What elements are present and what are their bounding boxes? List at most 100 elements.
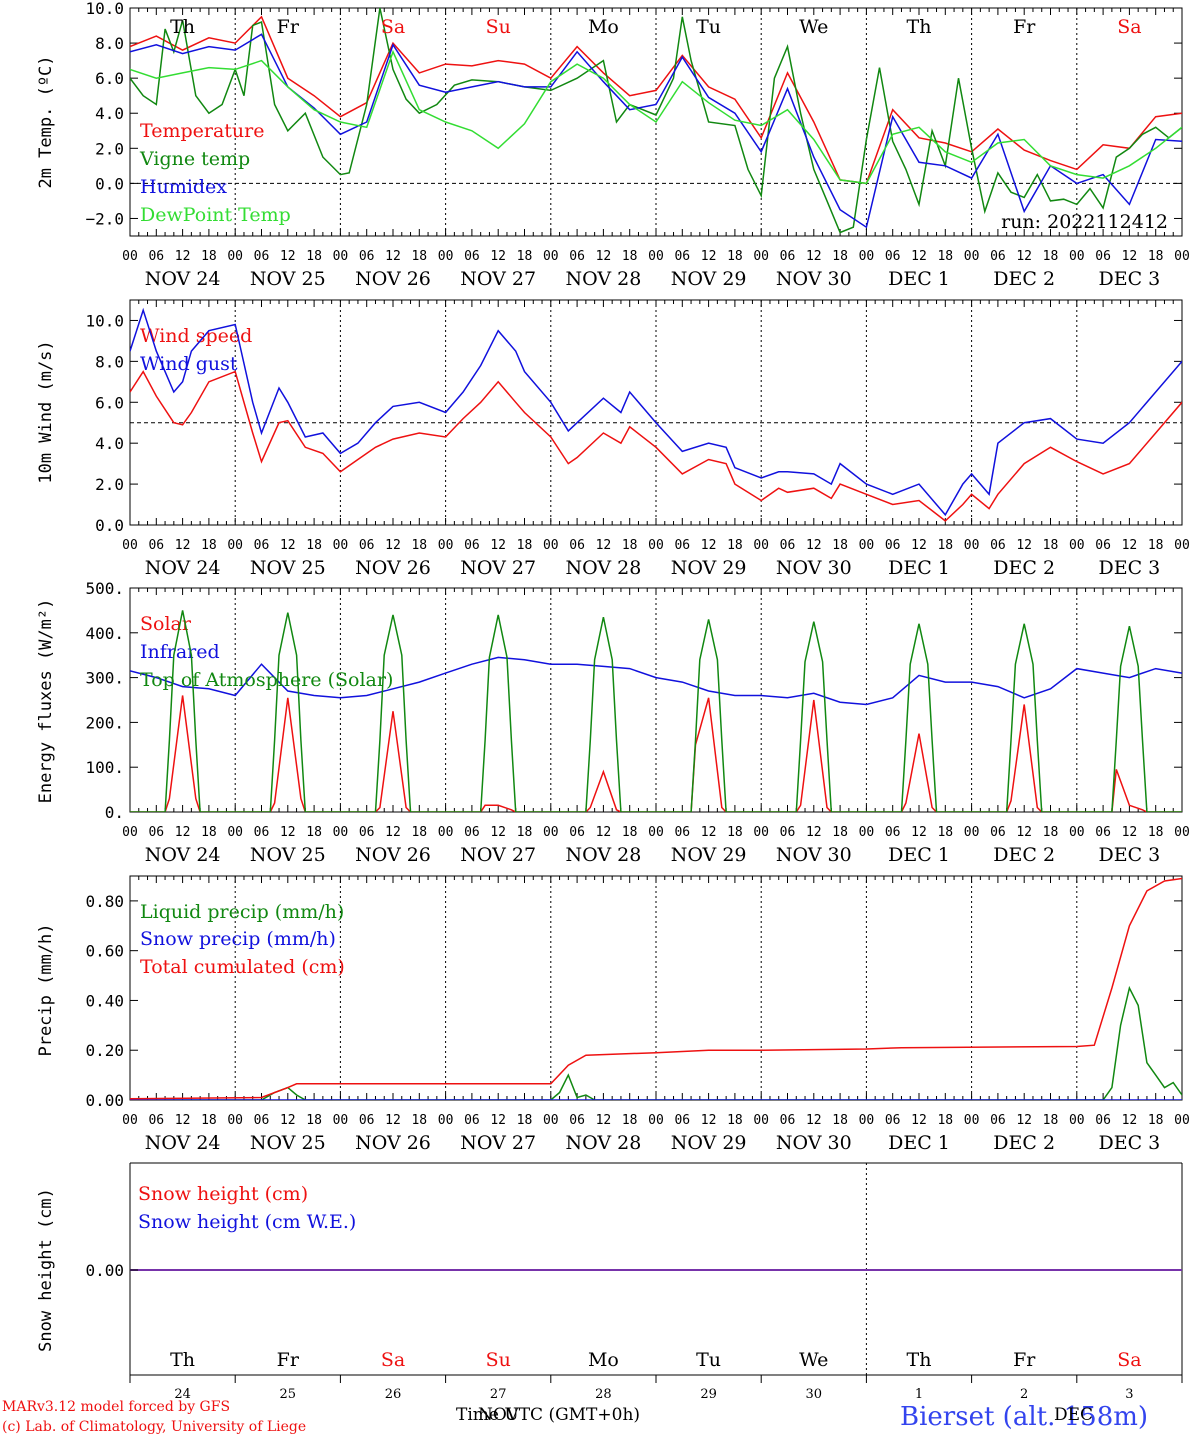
y-tick-label: 0.0 xyxy=(95,516,124,535)
date-label: NOV 28 xyxy=(565,268,641,290)
hour-label: 12 xyxy=(911,825,927,840)
hour-label: 06 xyxy=(148,1113,164,1128)
hour-label: 12 xyxy=(385,538,401,553)
hour-label: 12 xyxy=(806,538,822,553)
day-name-label: Fr xyxy=(1013,16,1036,38)
hour-label: 12 xyxy=(490,825,506,840)
date-label: NOV 27 xyxy=(460,844,536,866)
hour-label: 00 xyxy=(227,249,243,264)
hour-label: 06 xyxy=(254,1113,270,1128)
hour-label: 12 xyxy=(1122,249,1138,264)
legend-entry: Snow precip (mm/h) xyxy=(140,928,336,950)
y-axis-label: 2m Temp. (ºC) xyxy=(36,55,56,188)
hour-label: 06 xyxy=(990,825,1006,840)
legend-entry: Wind gust xyxy=(140,353,238,375)
date-label: DEC 2 xyxy=(993,557,1055,579)
date-label: NOV 29 xyxy=(671,268,747,290)
hour-label: 18 xyxy=(727,1113,743,1128)
hour-label: 12 xyxy=(1016,825,1032,840)
date-label: DEC 1 xyxy=(888,844,950,866)
hour-label: 18 xyxy=(517,538,533,553)
y-axis-label: Energy fluxes (W/m²) xyxy=(36,599,56,804)
hour-label: 06 xyxy=(1095,1113,1111,1128)
hour-label: 18 xyxy=(832,825,848,840)
hour-label: 18 xyxy=(1043,249,1059,264)
hour-label: 06 xyxy=(674,1113,690,1128)
hour-label: 12 xyxy=(280,825,296,840)
y-tick-label: 4.0 xyxy=(95,434,124,453)
hour-label: 00 xyxy=(543,538,559,553)
hour-label: 00 xyxy=(859,538,875,553)
hour-label: 00 xyxy=(122,825,138,840)
y-tick-label: 10.0 xyxy=(85,0,124,18)
hour-label: 06 xyxy=(359,1113,375,1128)
day-number-label: 26 xyxy=(385,1387,402,1402)
hour-label: 06 xyxy=(359,249,375,264)
copyright-credit: (c) Lab. of Climatology, University of L… xyxy=(2,1419,307,1435)
hour-label: 00 xyxy=(859,249,875,264)
day-name-label: We xyxy=(799,16,828,38)
hour-label: 00 xyxy=(753,249,769,264)
hour-label: 12 xyxy=(385,1113,401,1128)
date-label: DEC 1 xyxy=(888,1132,950,1154)
date-label: NOV 24 xyxy=(145,557,221,579)
hour-label: 12 xyxy=(490,1113,506,1128)
hour-label: 18 xyxy=(937,249,953,264)
hour-label: 18 xyxy=(306,249,322,264)
hour-label: 18 xyxy=(517,249,533,264)
series-line-3 xyxy=(130,877,1182,1100)
date-label: NOV 29 xyxy=(671,1132,747,1154)
hour-label: 18 xyxy=(1148,249,1164,264)
hour-label: 00 xyxy=(333,538,349,553)
hour-label: 18 xyxy=(622,1113,638,1128)
hour-label: 18 xyxy=(622,249,638,264)
day-name-label: Tu xyxy=(696,1349,721,1371)
series-line-2 xyxy=(130,8,1182,234)
hour-label: 18 xyxy=(937,1113,953,1128)
hour-label: 00 xyxy=(438,1113,454,1128)
station-label: Bierset (alt. 158m) xyxy=(900,1402,1149,1432)
hour-label: 12 xyxy=(701,249,717,264)
hour-label: 18 xyxy=(1043,1113,1059,1128)
hour-label: 18 xyxy=(622,825,638,840)
hour-label: 12 xyxy=(490,249,506,264)
model-credit: MARv3.12 model forced by GFS xyxy=(2,1399,231,1415)
hour-label: 00 xyxy=(1069,249,1085,264)
y-tick-label: 300. xyxy=(85,669,124,688)
day-name-label: Th xyxy=(907,16,932,38)
y-tick-label: 8.0 xyxy=(95,352,124,371)
day-number-label: 29 xyxy=(700,1387,717,1402)
hour-label: 00 xyxy=(122,1113,138,1128)
hour-label: 12 xyxy=(806,825,822,840)
day-name-label: Mo xyxy=(588,1349,619,1371)
hour-label: 06 xyxy=(569,538,585,553)
hour-label: 06 xyxy=(569,825,585,840)
day-name-label: We xyxy=(799,1349,828,1371)
series-line-3 xyxy=(130,33,1182,229)
hour-label: 06 xyxy=(254,249,270,264)
hour-label: 18 xyxy=(411,249,427,264)
hour-label: 12 xyxy=(596,249,612,264)
hour-label: 18 xyxy=(411,538,427,553)
hour-label: 00 xyxy=(859,825,875,840)
hour-label: 06 xyxy=(885,538,901,553)
hour-label: 12 xyxy=(175,1113,191,1128)
hour-label: 06 xyxy=(780,538,796,553)
hour-label: 00 xyxy=(1069,538,1085,553)
date-label: DEC 1 xyxy=(888,557,950,579)
legend-entry: Snow height (cm) xyxy=(138,1183,308,1205)
hour-label: 00 xyxy=(753,1113,769,1128)
hour-label: 18 xyxy=(1043,825,1059,840)
y-tick-label: 400. xyxy=(85,624,124,643)
date-label: NOV 25 xyxy=(250,844,326,866)
day-name-label: Mo xyxy=(588,16,619,38)
hour-label: 06 xyxy=(1095,825,1111,840)
hour-label: 00 xyxy=(543,249,559,264)
panel-2: 10.0 8.0 6.0 4.0 2.0 0.0 10m Wind (m/s) Wind sp… xyxy=(36,299,1190,579)
hour-label: 12 xyxy=(596,1113,612,1128)
hour-label: 00 xyxy=(648,825,664,840)
hour-label: 00 xyxy=(964,1113,980,1128)
day-name-label: Fr xyxy=(277,16,300,38)
hour-label: 18 xyxy=(201,538,217,553)
